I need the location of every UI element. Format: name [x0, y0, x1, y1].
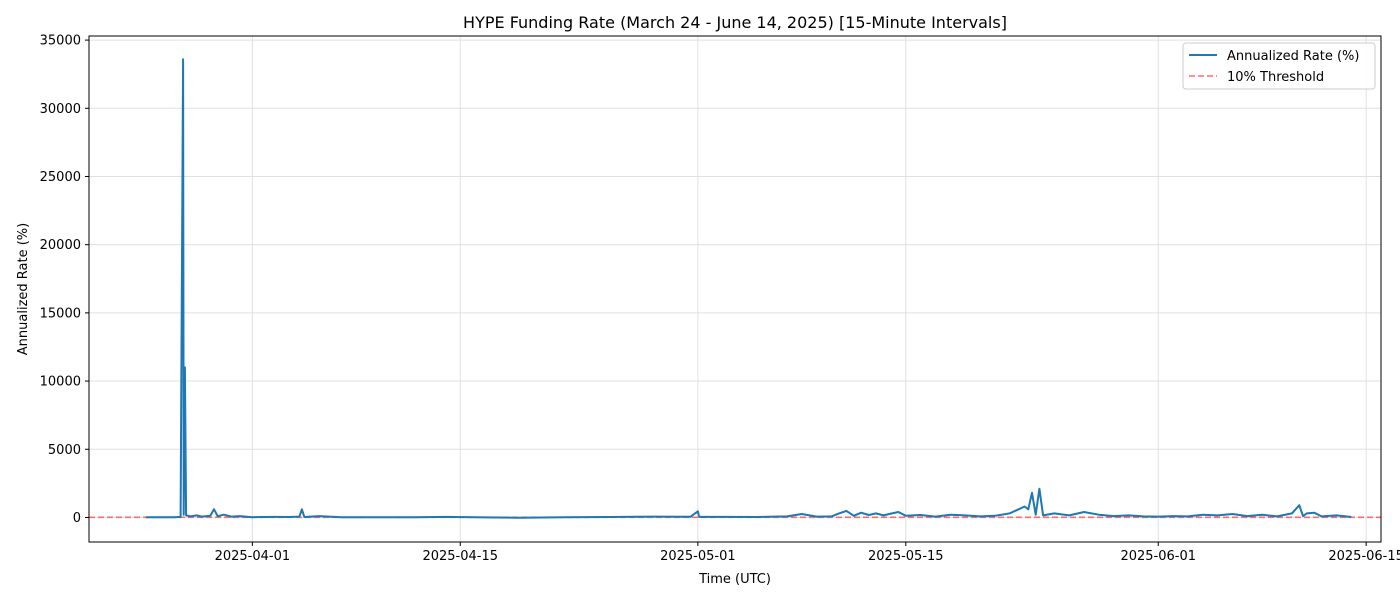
y-tick-label: 15000: [40, 306, 81, 321]
legend-label-threshold: 10% Threshold: [1227, 70, 1324, 85]
y-tick-label: 10000: [40, 375, 81, 390]
legend: Annualized Rate (%) 10% Threshold: [1182, 42, 1376, 90]
y-axis-label: Annualized Rate (%): [16, 223, 31, 355]
chart-title: HYPE Funding Rate (March 24 - June 14, 2…: [463, 13, 1007, 32]
x-tick-label: 2025-06-15: [1328, 549, 1400, 564]
x-tick-label: 2025-05-01: [660, 549, 736, 564]
x-axis-label: Time (UTC): [698, 572, 771, 587]
y-tick-label: 30000: [40, 102, 81, 117]
x-tick-label: 2025-05-15: [868, 549, 944, 564]
y-axis: 0 5000 10000 15000 20000 25000 30000 35000: [40, 34, 89, 526]
x-tick-label: 2025-06-01: [1120, 549, 1196, 564]
y-tick-label: 5000: [48, 443, 81, 458]
legend-box: [1182, 42, 1376, 90]
y-tick-label: 20000: [40, 238, 81, 253]
plot-frame: [88, 35, 1382, 543]
series-line-annualized-rate: [145, 58, 1352, 519]
y-tick-label: 25000: [40, 170, 81, 185]
x-tick-label: 2025-04-01: [215, 549, 291, 564]
series-layer: [145, 58, 1352, 519]
y-tick-label: 35000: [40, 34, 81, 49]
y-tick-label: 0: [73, 511, 81, 526]
x-tick-label: 2025-04-15: [422, 549, 498, 564]
grid-layer: [89, 36, 1381, 542]
x-axis: 2025-04-01 2025-04-15 2025-05-01 2025-05-15…: [215, 542, 1400, 564]
legend-label-annualized-rate: Annualized Rate (%): [1227, 49, 1359, 64]
